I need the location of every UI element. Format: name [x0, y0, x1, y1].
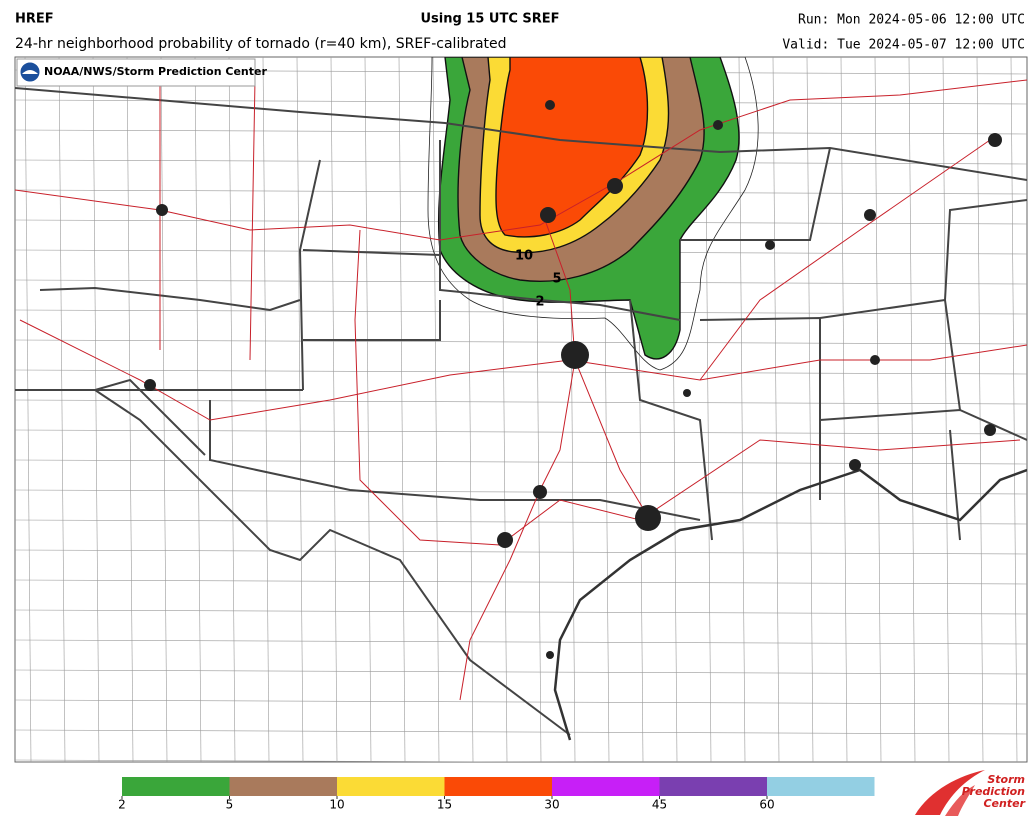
county-line: [772, 57, 780, 762]
colorbar-segment: [552, 777, 660, 796]
colorbar-segment: [659, 777, 767, 796]
contour-label: 10: [515, 249, 533, 264]
county-line: [228, 57, 236, 762]
run-time: Run: Mon 2024-05-06 12:00 UTC: [798, 13, 1025, 28]
map: 10 5 2 NOAA/NWS/Storm Prediction Center: [14, 56, 1028, 763]
colorbar-segment: [122, 777, 230, 796]
contour-15: [495, 57, 649, 238]
county-line: [160, 57, 168, 762]
county-line: [398, 57, 406, 762]
colorbar-tick-label: 60: [759, 798, 774, 812]
county-line: [296, 57, 304, 762]
county-line: [976, 57, 984, 762]
spc-logo: Storm Prediction Center: [915, 770, 1026, 816]
colorbar-segment: [444, 777, 552, 796]
county-line: [24, 57, 32, 762]
model-label: HREF: [15, 12, 54, 27]
colorbar: 2 5 10 15 30 45 60: [118, 777, 875, 812]
county-line: [15, 399, 1027, 405]
urban-areas: [144, 100, 1002, 659]
valid-time: Valid: Tue 2024-05-07 12:00 UTC: [782, 38, 1025, 53]
title: Using 15 UTC SREF: [420, 12, 559, 27]
contour-label: 2: [535, 295, 544, 310]
logo-text: Center: [983, 797, 1025, 810]
colorbar-segment: [229, 777, 337, 796]
colorbar-tick-label: 15: [437, 798, 452, 812]
county-line: [15, 699, 1027, 705]
contour-1: [427, 57, 759, 371]
county-line: [15, 759, 597, 762]
county-line: [942, 57, 950, 762]
colorbar-tick-label: 10: [329, 798, 344, 812]
county-line: [15, 369, 1027, 375]
credit-text: NOAA/NWS/Storm Prediction Center: [44, 65, 267, 78]
county-line: [15, 519, 1027, 525]
county-line: [15, 669, 1027, 675]
county-line: [15, 549, 1027, 555]
logo-text: Prediction: [962, 785, 1025, 798]
county-line: [15, 609, 1027, 615]
county-line: [194, 57, 202, 762]
county-line: [330, 57, 338, 762]
county-line: [15, 339, 1027, 345]
colorbar-tick-label: 5: [226, 798, 234, 812]
county-line: [432, 57, 440, 762]
county-line: [806, 57, 814, 762]
county-line: [874, 57, 882, 762]
logo-text: Storm: [987, 773, 1025, 786]
colorbar-tick-label: 30: [544, 798, 559, 812]
colorbar-tick-label: 2: [118, 798, 126, 812]
county-line: [262, 57, 270, 762]
county-line: [1010, 57, 1018, 762]
county-line: [92, 57, 100, 762]
county-line: [15, 729, 1027, 735]
county-line: [840, 57, 848, 762]
colorbar-segment: [767, 777, 875, 796]
county-line: [58, 57, 66, 762]
state-borders: [15, 87, 1027, 741]
contour-label: 5: [552, 272, 561, 287]
county-line: [908, 57, 916, 762]
county-line: [364, 57, 372, 762]
county-line: [738, 57, 746, 762]
county-line: [15, 639, 1027, 645]
credit-box: NOAA/NWS/Storm Prediction Center: [16, 58, 267, 87]
colorbar-tick-label: 45: [652, 798, 667, 812]
county-line: [15, 489, 1027, 495]
colorbar-segment: [337, 777, 445, 796]
highways: [15, 79, 1027, 701]
county-line: [126, 57, 134, 762]
county-line: [15, 579, 1027, 585]
subtitle: 24-hr neighborhood probability of tornad…: [15, 36, 507, 52]
county-line: [15, 429, 1027, 435]
